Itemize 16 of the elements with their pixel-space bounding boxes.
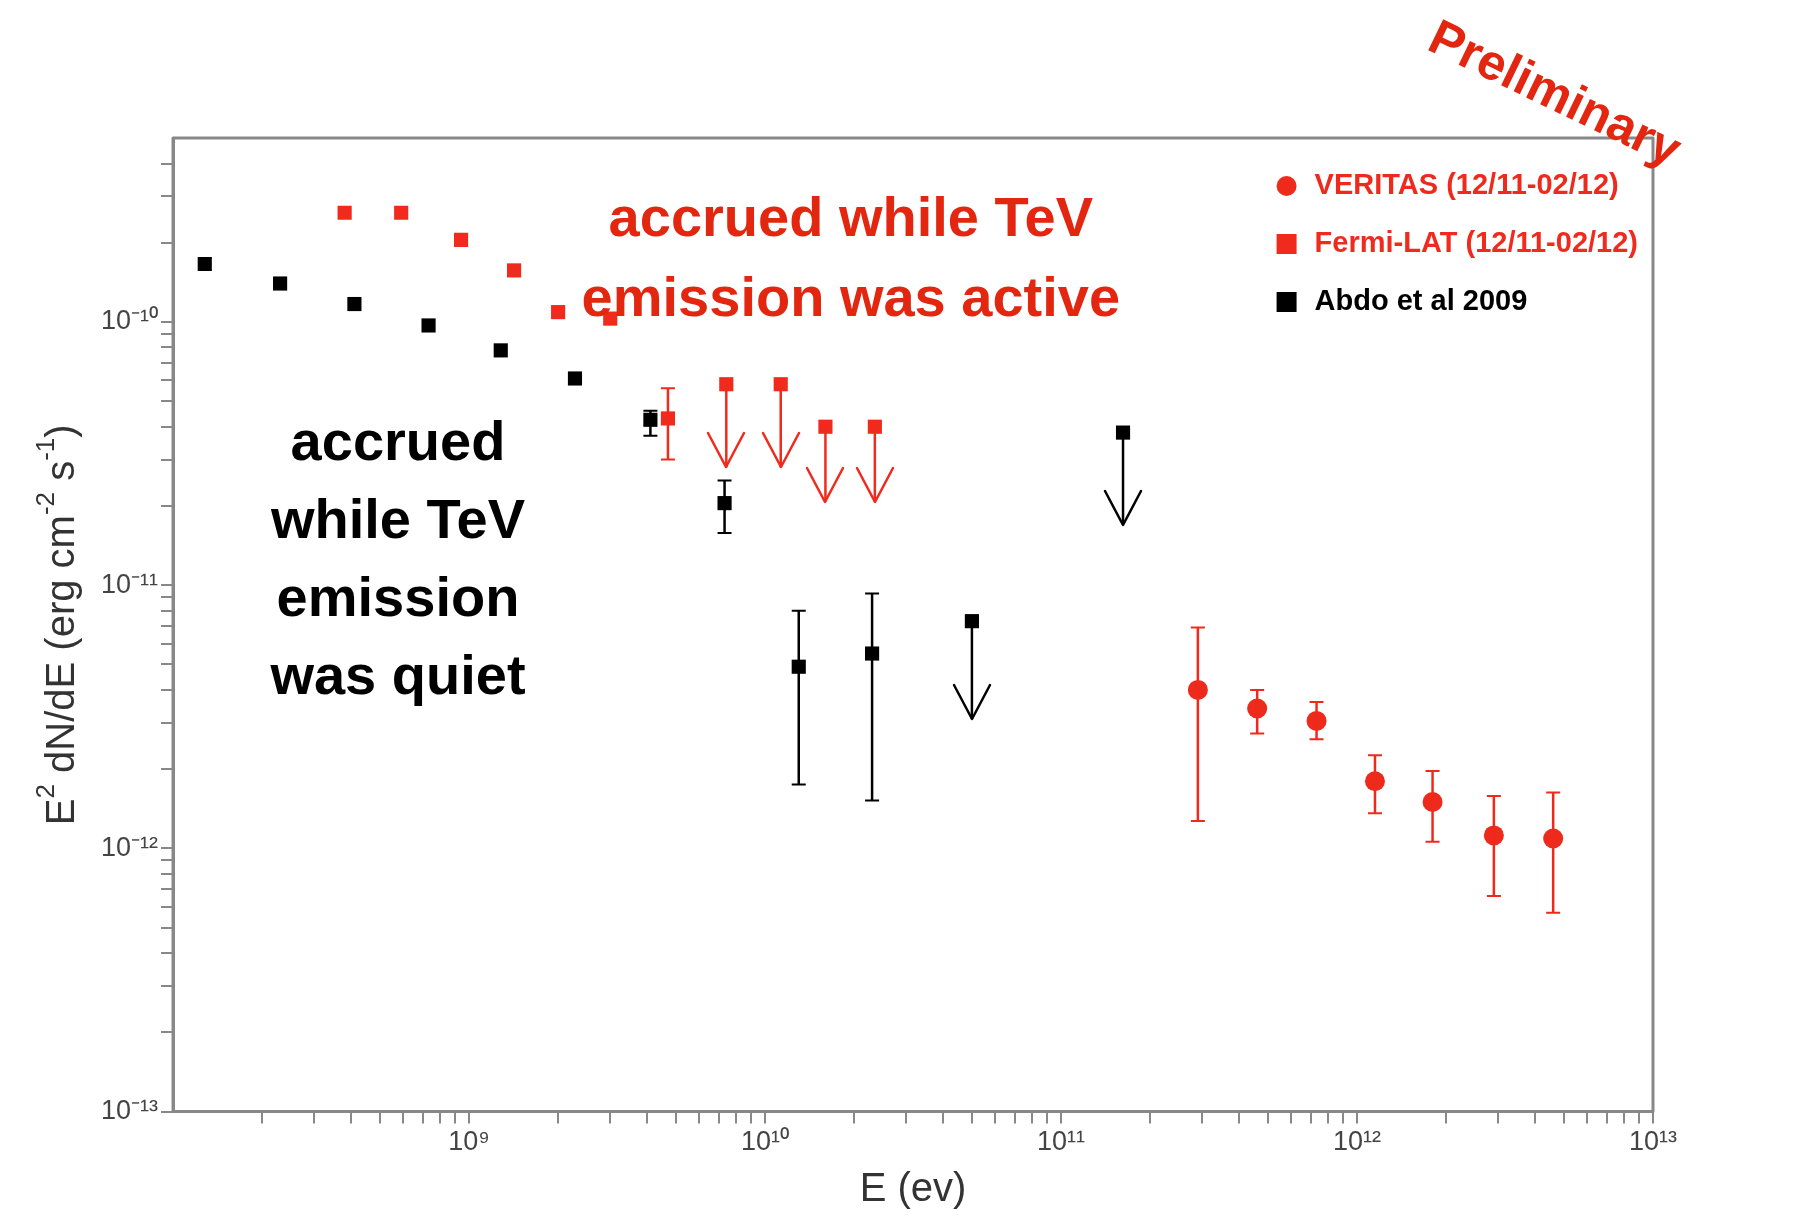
x-tick-label: 10¹³	[1628, 1126, 1678, 1157]
legend-label: Abdo et al 2009	[1314, 284, 1528, 316]
y-tick-label: 10⁻¹²	[101, 831, 159, 862]
x-axis-title: E (ev)	[859, 1165, 967, 1210]
annotation: accrued while TeV emission was active	[581, 184, 1121, 328]
y-tick-label: 10⁻¹⁰	[100, 305, 159, 336]
legend-label: Fermi-LAT (12/11-02/12)	[1314, 226, 1638, 258]
y-tick-label: 10⁻¹³	[101, 1095, 159, 1126]
x-tick-label: 10¹²	[1333, 1126, 1382, 1157]
x-tick-label: 10¹¹	[1037, 1126, 1086, 1157]
x-tick-label: 10⁹	[448, 1126, 490, 1157]
x-tick-label: 10¹⁰	[741, 1126, 790, 1157]
annotation: accrued while TeV emission was quiet	[269, 408, 526, 706]
legend-label: VERITAS (12/11-02/12)	[1314, 168, 1619, 200]
y-tick-label: 10⁻¹¹	[101, 568, 159, 599]
y-axis-title: E2 dN/dE (erg cm-2 s-1)	[30, 424, 83, 826]
